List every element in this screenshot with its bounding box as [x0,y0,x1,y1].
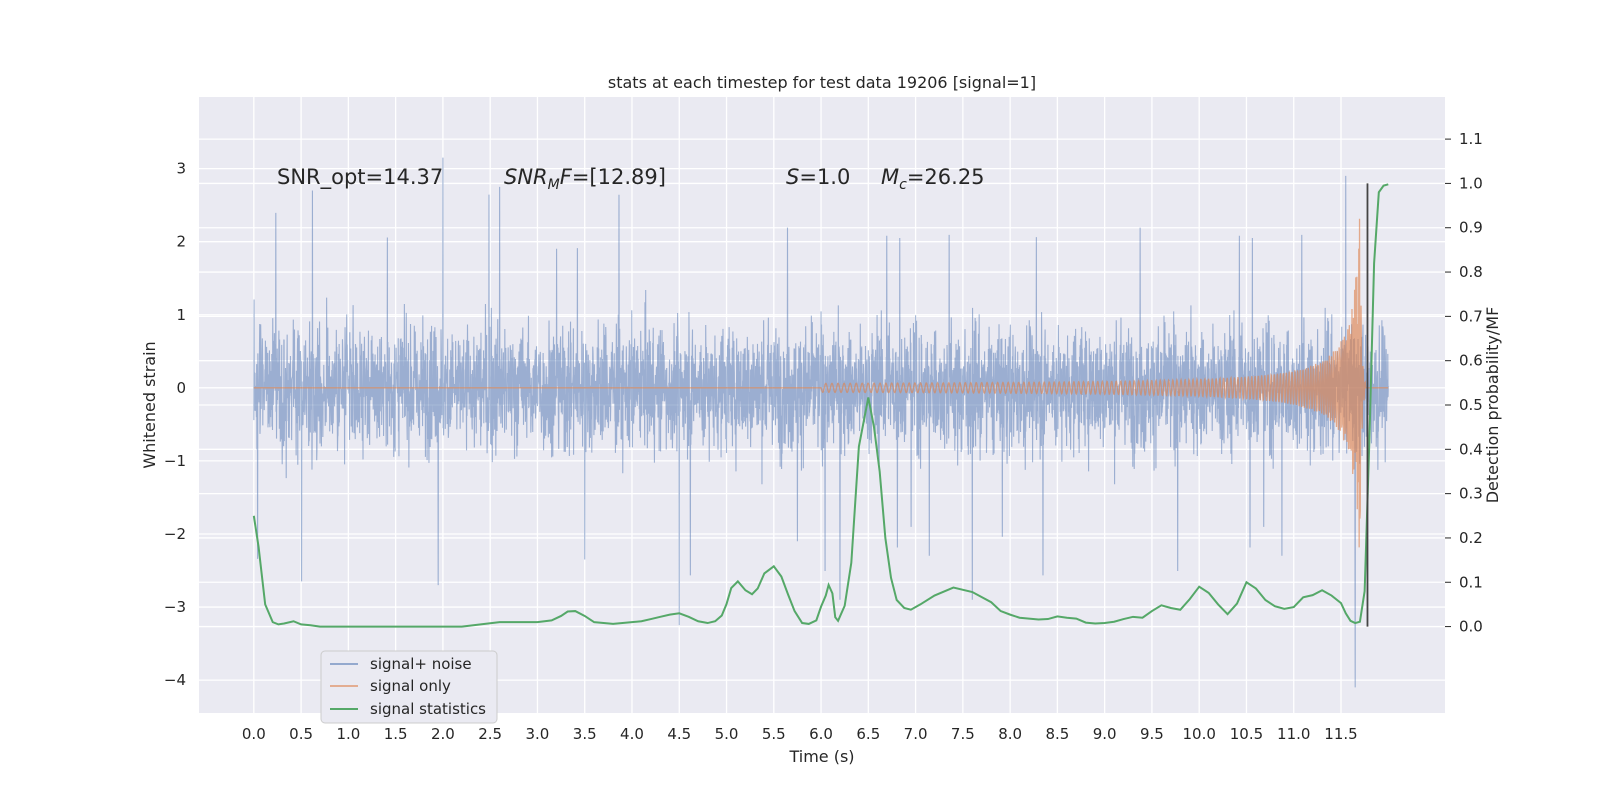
x-tick-label: 3.5 [573,725,597,743]
right-y-tick-label: 0.1 [1459,573,1483,591]
x-tick-label: 3.0 [526,725,550,743]
legend-label-noise: signal+ noise [370,655,472,673]
x-tick-label: 8.0 [998,725,1022,743]
annotation-snr-opt: SNR_opt=14.37 [277,165,443,190]
right-y-tick-label: 0.9 [1459,219,1483,237]
right-y-tick-label: 0.3 [1459,485,1483,503]
x-tick-label: 4.5 [667,725,691,743]
y-tick-label: 3 [176,160,186,178]
y-tick-label: −3 [164,598,186,616]
x-tick-label: 5.5 [762,725,786,743]
x-tick-label: 7.0 [904,725,928,743]
x-tick-label: 8.5 [1045,725,1069,743]
x-tick-label: 11.0 [1277,725,1310,743]
x-tick-label: 11.5 [1324,725,1357,743]
x-tick-label: 4.0 [620,725,644,743]
y-tick-label: 0 [176,379,186,397]
x-tick-label: 5.0 [715,725,739,743]
chart-title: stats at each timestep for test data 192… [608,73,1036,92]
x-axis-ticks: 0.0 0.5 1.0 1.5 2.0 2.5 3.0 3.5 4.0 4.5 5.0 5.5 6.0 6… [242,725,1358,743]
x-tick-label: 6.0 [809,725,833,743]
right-y-tick-label: 0.2 [1459,529,1483,547]
right-y-tick-label: 0.7 [1459,307,1483,325]
annotation-mc: Mc=26.25 [881,165,985,193]
right-y-tick-label: 0.5 [1459,396,1483,414]
x-tick-label: 1.0 [336,725,360,743]
y-tick-label: 1 [176,306,186,324]
noise-trace [253,157,1389,688]
y-tick-label: 2 [176,233,186,251]
series-signal-statistics [252,183,1389,628]
statistics-trace [252,183,1389,628]
x-tick-label: 0.0 [242,725,266,743]
series-signal-plus-noise [253,157,1389,688]
x-tick-label: 9.5 [1140,725,1164,743]
x-tick-label: 10.0 [1183,725,1216,743]
legend-label-statistics: signal statistics [370,700,486,718]
annotation-s: S=1.0 [786,165,850,189]
right-y-tick-label: 0.4 [1459,440,1483,458]
right-y-tick-label: 0.6 [1459,352,1483,370]
legend-box [320,650,498,724]
x-tick-label: 10.5 [1230,725,1263,743]
right-y-tick-label: 1.1 [1459,130,1483,148]
right-y-tick-label: 0.0 [1459,618,1483,636]
legend: signal+ noise signal only signal statist… [320,650,498,724]
y-axis-ticks: −4 −3 −2 −1 0 1 2 3 [164,160,186,690]
y-tick-label: −1 [164,452,186,470]
annotation-snr-mf: SNRMF=[12.89] [504,165,666,193]
right-y-tick-label: 1.0 [1459,174,1483,192]
right-y-axis-ticks: 0.0 0.1 0.2 0.3 0.4 0.5 0.6 0.7 0.8 0.9 1.0 1.1 [1445,130,1483,636]
signal-trace [253,218,1389,548]
y-axis-label: Whitened strain [140,341,159,468]
x-tick-label: 7.5 [951,725,975,743]
x-tick-label: 1.5 [384,725,408,743]
y-tick-label: −2 [164,525,186,543]
x-tick-label: 0.5 [289,725,313,743]
x-tick-label: 2.5 [478,725,502,743]
right-y-tick-label: 0.8 [1459,263,1483,281]
x-axis-label: Time (s) [788,747,854,766]
x-tick-label: 2.0 [431,725,455,743]
legend-label-signal: signal only [370,677,451,695]
series-signal-only [253,218,1389,548]
x-tick-label: 6.5 [856,725,880,743]
x-tick-label: 9.0 [1093,725,1117,743]
right-y-axis-label: Detection probability/MF [1483,307,1502,504]
y-tick-label: −4 [164,671,186,689]
